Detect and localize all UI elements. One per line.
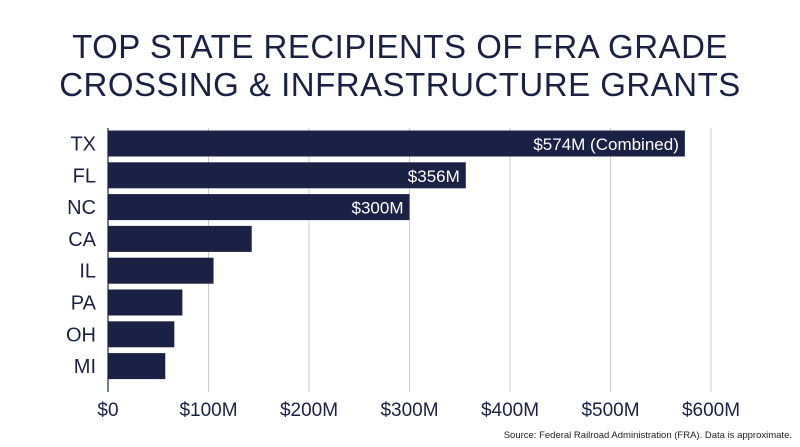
bar-fl	[108, 162, 466, 189]
chart-title-line-1: TOP STATE RECIPIENTS OF FRA GRADE	[72, 28, 728, 65]
category-label: PA	[71, 293, 97, 315]
category-label: MI	[74, 356, 96, 378]
data-label: $574M (Combined)	[533, 135, 679, 154]
bar-tx	[108, 130, 685, 157]
x-tick-label: $400M	[481, 400, 539, 421]
category-label: IL	[79, 261, 96, 283]
bar-ca	[108, 225, 252, 252]
x-tick-label: $600M	[682, 400, 740, 421]
data-label: $300M	[352, 199, 404, 218]
bar-oh	[108, 321, 175, 348]
category-label: FL	[73, 165, 96, 187]
x-axis-tick-labels: $0 $100M $200M $300M $400M $500M $600M	[97, 400, 740, 421]
x-tick-label: $0	[97, 400, 118, 421]
x-tick-label: $300M	[380, 400, 438, 421]
bar-mi	[108, 353, 166, 380]
category-label: OH	[66, 324, 96, 346]
category-labels: TX FL NC CA IL PA OH MI	[66, 134, 97, 379]
chart-title-line-2: CROSSING & INFRASTRUCTURE GRANTS	[59, 66, 741, 103]
source-note: Source: Federal Railroad Administration …	[503, 430, 792, 441]
bars: $574M (Combined) $356M$300M	[108, 130, 685, 380]
category-label: TX	[70, 134, 96, 156]
chart-title: TOP STATE RECIPIENTS OF FRA GRADE CROSSI…	[0, 28, 800, 104]
bar-nc	[108, 194, 410, 221]
category-label: CA	[68, 229, 96, 251]
category-label: NC	[67, 197, 96, 219]
x-tick-label: $200M	[280, 400, 338, 421]
x-tick-label: $500M	[581, 400, 639, 421]
data-label: $356M	[408, 167, 460, 186]
bar-pa	[108, 289, 183, 316]
bar-chart: $574M (Combined)$356M$300M TXFLNCCAILPAO…	[66, 128, 740, 421]
bar-il	[108, 257, 214, 284]
x-tick-label: $100M	[179, 400, 237, 421]
